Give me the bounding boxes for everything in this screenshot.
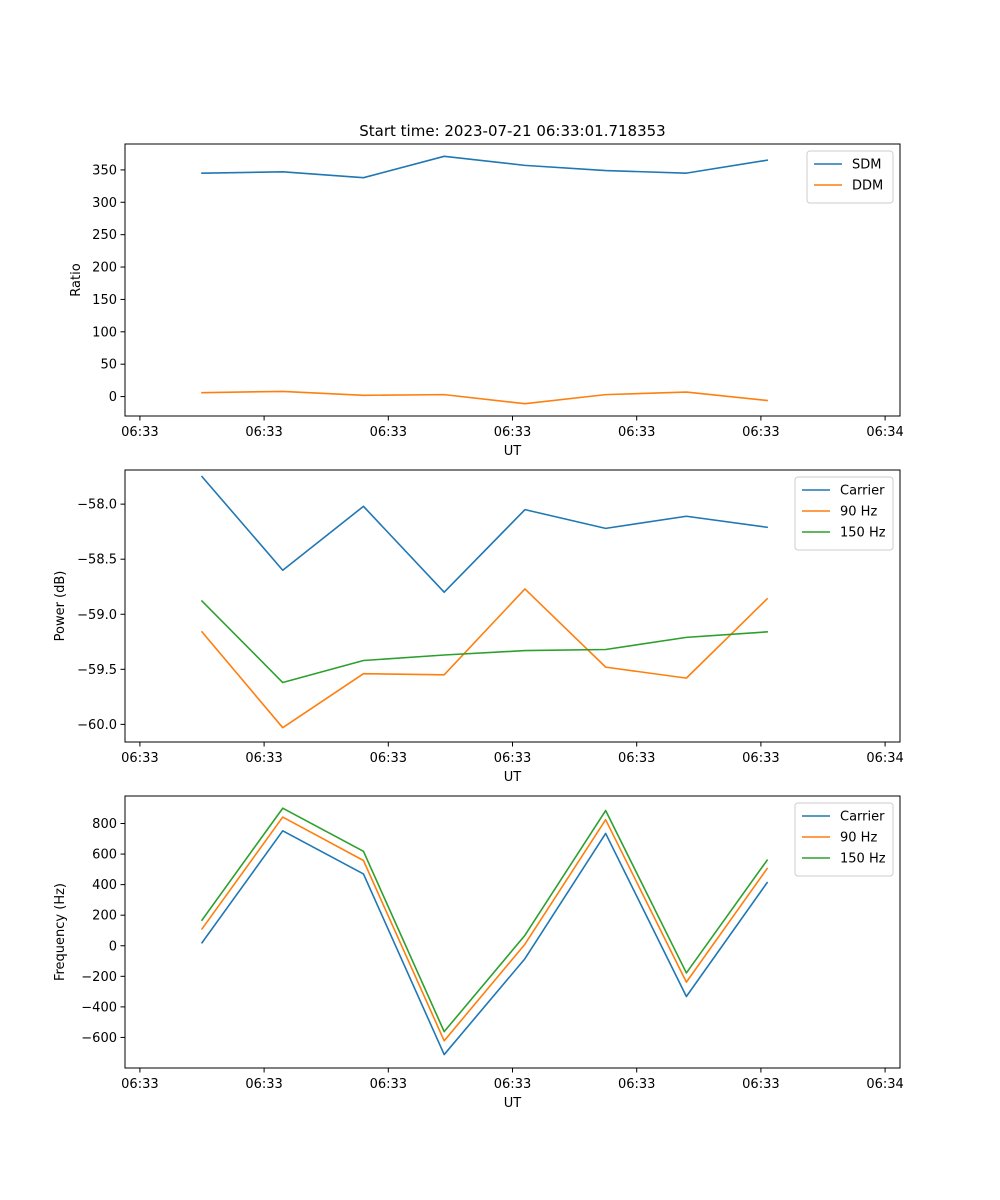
series-line-sdm	[201, 155, 769, 179]
legend-label: 90 Hz	[840, 831, 877, 846]
legend-label: Carrier	[840, 810, 885, 825]
y-tick-label: 350	[92, 163, 117, 178]
x-tick-label: 06:33	[245, 751, 282, 766]
x-tick-label: 06:33	[618, 1077, 655, 1092]
y-tick-label: −60.0	[77, 718, 117, 733]
legend-label: 150 Hz	[840, 852, 886, 867]
y-axis-label: Frequency (Hz)	[53, 883, 68, 981]
legend-label: 150 Hz	[840, 526, 886, 541]
y-tick-label: −600	[81, 1031, 117, 1046]
y-tick-label: −400	[81, 1000, 117, 1015]
legend: SDM DDM	[806, 150, 894, 204]
legend-label: Carrier	[840, 484, 885, 499]
x-tick-label: 06:33	[494, 1077, 531, 1092]
x-tick-label: 06:33	[370, 425, 407, 440]
y-tick-label: −58.5	[77, 553, 117, 568]
y-axis-label: Ratio	[69, 263, 84, 296]
x-tick-label: 06:34	[866, 425, 903, 440]
x-tick-label: 06:33	[370, 1077, 407, 1092]
y-tick-label: 400	[92, 878, 117, 893]
frequency-panel: 06:33 06:33 06:33 06:33 06:33 06:33 06:34 −600 −…	[53, 795, 904, 1111]
x-tick-label: 06:33	[245, 1077, 282, 1092]
y-tick-label: −200	[81, 970, 117, 985]
y-tick-label: 150	[92, 293, 117, 308]
x-tick-label: 06:33	[494, 751, 531, 766]
x-tick-label: 06:33	[618, 425, 655, 440]
y-tick-label: −59.0	[77, 608, 117, 623]
y-tick-label: 250	[92, 228, 117, 243]
y-tick-label: 800	[92, 817, 117, 832]
series-line-carrier	[200, 830, 769, 1056]
x-tick-label: 06:33	[742, 751, 779, 766]
legend: Carrier 90 Hz 150 Hz	[794, 802, 894, 877]
series-line-ddm	[201, 390, 768, 405]
y-tick-label: −58.0	[77, 498, 117, 513]
legend-label: SDM	[852, 158, 881, 173]
y-tick-label: 0	[109, 390, 117, 405]
x-tick-label: 06:33	[370, 751, 407, 766]
y-tick-label: 200	[92, 261, 117, 276]
legend-label: 90 Hz	[840, 505, 877, 520]
series-line-90-hz	[200, 816, 769, 1042]
series-line-90-hz	[200, 588, 769, 729]
y-tick-label: 0	[109, 939, 117, 954]
x-tick-label: 06:33	[494, 425, 531, 440]
legend: Carrier 90 Hz 150 Hz	[794, 476, 894, 551]
legend-label: DDM	[852, 179, 883, 194]
series-line-150-hz	[200, 599, 768, 684]
x-tick-label: 06:33	[121, 425, 158, 440]
x-tick-label: 06:33	[742, 1077, 779, 1092]
ratio-panel: 06:33 06:33 06:33 06:33 06:33 06:33 06:34 0 50 10…	[69, 143, 904, 459]
x-axis-label: UT	[504, 1096, 522, 1111]
y-tick-label: −59.5	[77, 663, 117, 678]
y-tick-label: 300	[92, 196, 117, 211]
x-tick-label: 06:34	[866, 1077, 903, 1092]
series-line-carrier	[200, 475, 769, 594]
power-panel: 06:33 06:33 06:33 06:33 06:33 06:33 06:34 −60.0…	[53, 469, 904, 785]
y-tick-label: 100	[92, 325, 117, 340]
y-tick-label: 600	[92, 848, 117, 863]
x-tick-label: 06:33	[121, 1077, 158, 1092]
x-tick-label: 06:33	[742, 425, 779, 440]
y-tick-label: 200	[92, 909, 117, 924]
x-axis-label: UT	[504, 770, 522, 785]
y-tick-label: 50	[100, 358, 117, 373]
x-tick-label: 06:33	[618, 751, 655, 766]
x-tick-label: 06:34	[866, 751, 903, 766]
series-line-150-hz	[200, 807, 769, 1033]
chart-title: Start time: 2023-07-21 06:33:01.718353	[359, 122, 665, 140]
x-tick-label: 06:33	[121, 751, 158, 766]
x-tick-label: 06:33	[245, 425, 282, 440]
y-axis-label: Power (dB)	[53, 571, 68, 642]
x-axis-label: UT	[504, 444, 522, 459]
